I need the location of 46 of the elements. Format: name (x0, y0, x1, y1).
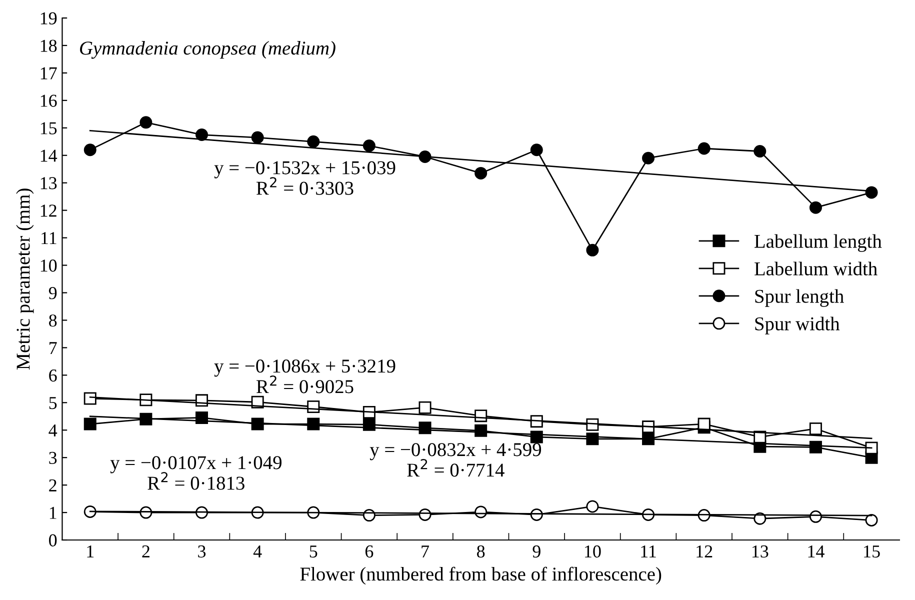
x-tick-label: 7 (422, 546, 430, 558)
y-tick-label: 13 (40, 177, 57, 190)
y-tick-label: 0 (49, 534, 57, 546)
y-tick-label: 11 (42, 232, 56, 244)
x-tick-label: 12 (696, 545, 712, 558)
legend-label: Labellum length (754, 234, 882, 252)
y-tick-label: 14 (40, 150, 58, 162)
y-tick-label: 6 (49, 369, 57, 382)
y-tick-label: 12 (40, 204, 56, 217)
x-tick-label: 2 (142, 545, 150, 558)
y-tick-label: 7 (50, 342, 57, 354)
y-tick-label: 19 (40, 12, 57, 24)
x-axis-title: Flower (numbered from base of inflorescence) (300, 566, 662, 585)
x-tick-label: 14 (808, 545, 824, 558)
y-tick-label: 5 (49, 397, 57, 410)
x-tick-label: 13 (752, 545, 768, 558)
x-tick-label: 5 (310, 546, 318, 558)
y-tick-label: 17 (40, 67, 57, 80)
legend-label: Spur width (755, 316, 840, 334)
y-tick-label: 15 (40, 122, 57, 134)
y-tick-label: 16 (40, 94, 57, 107)
x-tick-label: 10 (585, 545, 601, 558)
y-tick-label: 4 (48, 424, 58, 436)
y-tick-label: 1 (50, 506, 56, 519)
y-tick-label: 9 (48, 287, 57, 300)
y-tick-label: 10 (40, 260, 57, 272)
y-tick-label: 8 (49, 314, 57, 327)
x-tick-label: 11 (641, 545, 656, 558)
y-tick-label: 18 (40, 40, 57, 52)
x-tick-label: 15 (864, 545, 880, 558)
annotation: y = −0·1086x + 5·3219 R$^{2}$ = 0·9025 (214, 360, 396, 394)
x-tick-label: 6 (365, 545, 374, 558)
annotation: y = −0·0832x + 4·599 R$^{2}$ = 0·7714 (370, 443, 542, 477)
y-tick-label: 2 (49, 479, 56, 492)
x-tick-label: 3 (198, 545, 206, 558)
text: Gymnadenia conopsea (medium) (80, 41, 336, 59)
annotation: y = −0·1532x + 15·039 R$^{2}$ = 0·3303 (214, 161, 396, 195)
legend-label: Labellum width (754, 262, 878, 276)
legend-label: Spur length (755, 289, 844, 307)
annotation: y = −0·0107x + 1·049 R$^{2}$ = 0·1813 (110, 456, 282, 490)
x-tick-label: 8 (477, 545, 485, 558)
x-tick-label: 9 (532, 545, 540, 558)
x-tick-label: 4 (253, 546, 262, 558)
x-tick-label: 1 (87, 545, 94, 558)
y-axis-title: Metric parameter (mm) (16, 188, 34, 370)
y-tick-label: 3 (49, 452, 57, 464)
